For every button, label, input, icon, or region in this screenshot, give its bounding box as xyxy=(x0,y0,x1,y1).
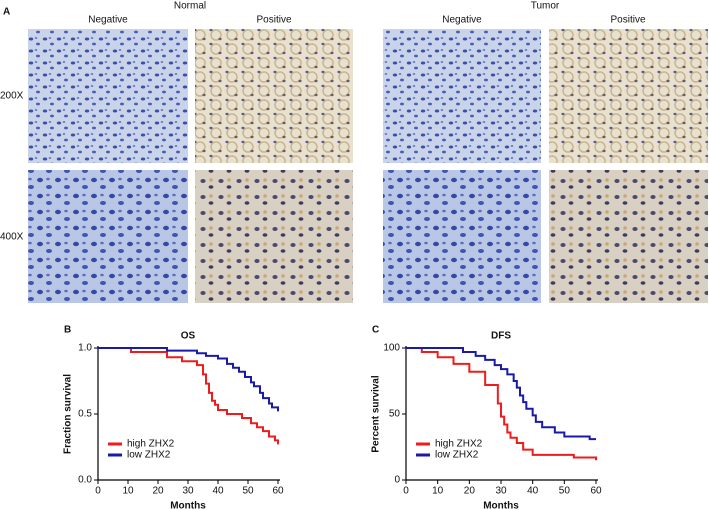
x-tick-label: 40 xyxy=(212,486,224,497)
x-tick-label: 30 xyxy=(182,486,194,497)
x-tick-label: 20 xyxy=(464,486,476,497)
micrograph xyxy=(28,29,188,163)
x-tick-label: 30 xyxy=(495,486,507,497)
x-axis-label: Months xyxy=(170,501,206,510)
legend-label: high ZHX2 xyxy=(127,439,175,450)
y-tick-label: 50 xyxy=(389,409,401,420)
micrograph xyxy=(28,170,188,303)
survival-curve xyxy=(98,347,279,412)
panel-label: B xyxy=(64,325,71,336)
row-label: 400X xyxy=(0,232,24,243)
chart-title: DFS xyxy=(491,331,511,342)
micrograph xyxy=(549,29,708,163)
y-tick-label: 0.0 xyxy=(78,475,92,486)
x-tick-label: 10 xyxy=(122,486,134,497)
column-label: Positive xyxy=(610,15,645,26)
survival-curve xyxy=(406,347,597,461)
survival-curve xyxy=(406,347,596,441)
x-tick-label: 40 xyxy=(527,486,539,497)
legend-label: high ZHX2 xyxy=(435,439,483,450)
panel-label: A xyxy=(3,7,10,18)
x-tick-label: 0 xyxy=(95,486,101,497)
x-tick-label: 10 xyxy=(432,486,444,497)
micrograph xyxy=(549,170,708,303)
row-label: 200X xyxy=(0,91,24,102)
x-tick-label: 50 xyxy=(242,486,254,497)
group-label: Normal xyxy=(174,1,206,12)
column-label: Negative xyxy=(442,15,482,26)
chart-title: OS xyxy=(181,331,196,342)
x-tick-label: 20 xyxy=(152,486,164,497)
micrograph xyxy=(195,29,353,163)
micrograph xyxy=(195,170,353,303)
y-tick-label: 0.5 xyxy=(78,409,92,420)
legend-label: low ZHX2 xyxy=(435,450,479,461)
micrograph xyxy=(383,170,541,303)
legend-label: low ZHX2 xyxy=(127,450,171,461)
micrograph xyxy=(383,29,541,163)
panel-label: C xyxy=(372,325,379,336)
y-axis-label: Percent survival xyxy=(371,375,382,452)
column-label: Positive xyxy=(256,15,291,26)
x-tick-label: 50 xyxy=(559,486,571,497)
column-label: Negative xyxy=(88,15,128,26)
x-tick-label: 60 xyxy=(272,486,284,497)
y-tick-label: 1.0 xyxy=(78,343,92,354)
y-tick-label: 0 xyxy=(394,475,400,486)
y-tick-label: 100 xyxy=(383,343,400,354)
x-tick-label: 60 xyxy=(590,486,602,497)
group-label: Tumor xyxy=(531,1,560,12)
survival-curve xyxy=(98,347,279,445)
x-axis-label: Months xyxy=(483,501,519,510)
x-tick-label: 0 xyxy=(403,486,409,497)
y-axis-label: Fraction survival xyxy=(63,374,74,454)
